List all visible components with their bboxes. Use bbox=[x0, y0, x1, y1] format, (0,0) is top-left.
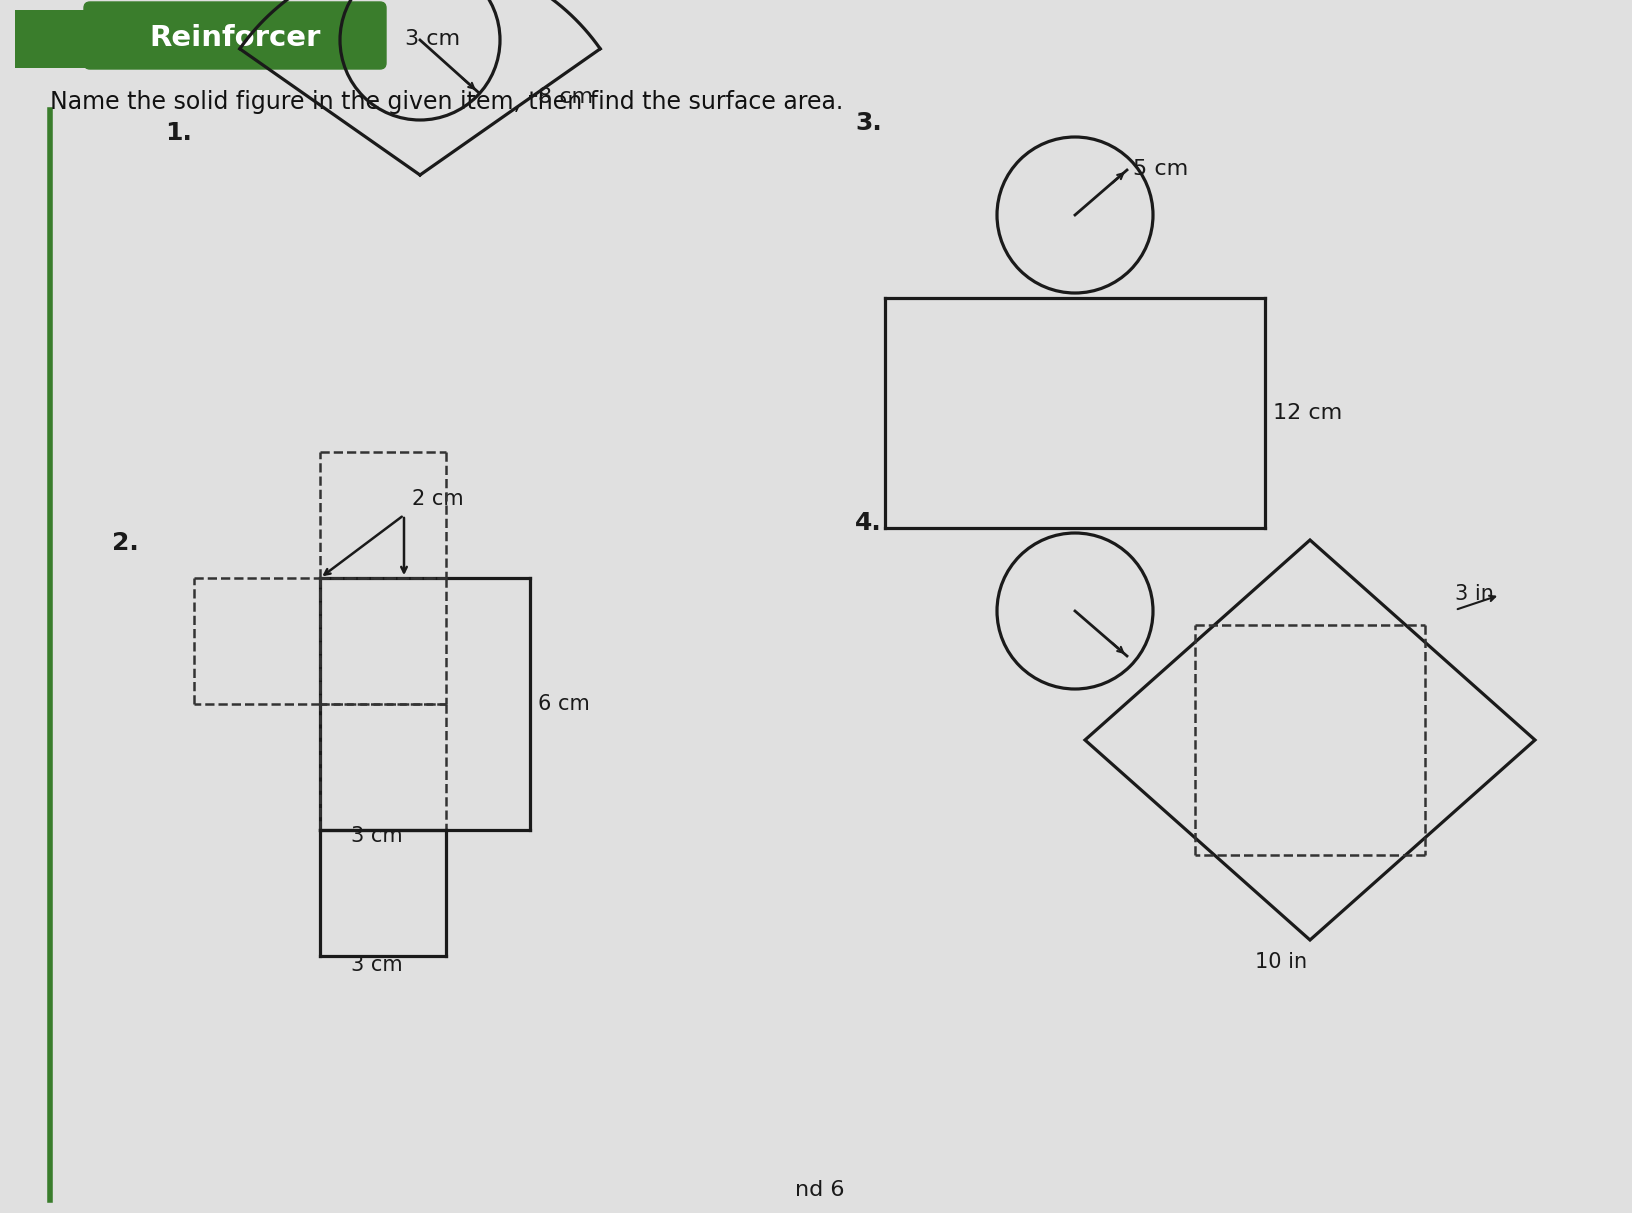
Text: nd 6: nd 6 bbox=[795, 1180, 845, 1200]
Text: Reinforcer: Reinforcer bbox=[149, 24, 320, 52]
Polygon shape bbox=[15, 10, 88, 68]
Text: 3 in: 3 in bbox=[1456, 583, 1493, 604]
Text: 2 cm: 2 cm bbox=[411, 489, 463, 509]
Text: 10 in: 10 in bbox=[1255, 952, 1307, 972]
Text: 3.: 3. bbox=[855, 112, 881, 135]
Text: 3 cm: 3 cm bbox=[351, 955, 403, 975]
Text: 2.: 2. bbox=[113, 531, 139, 556]
Text: 4.: 4. bbox=[855, 511, 881, 535]
Text: 5 cm: 5 cm bbox=[1133, 159, 1188, 180]
Text: 3 cm: 3 cm bbox=[405, 29, 460, 49]
Text: 1.: 1. bbox=[165, 121, 193, 146]
Text: 12 cm: 12 cm bbox=[1273, 403, 1342, 423]
Text: Name the solid figure in the given item, then find the surface area.: Name the solid figure in the given item,… bbox=[51, 90, 844, 114]
FancyBboxPatch shape bbox=[83, 2, 387, 69]
Text: 6 cm: 6 cm bbox=[539, 694, 589, 714]
Text: 3 cm: 3 cm bbox=[351, 826, 403, 845]
Text: 8 cm: 8 cm bbox=[539, 87, 594, 107]
